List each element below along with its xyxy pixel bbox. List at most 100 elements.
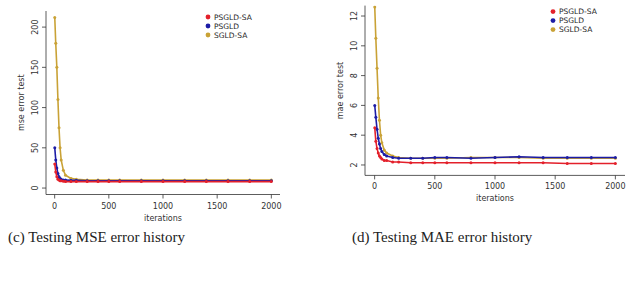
point — [162, 179, 165, 182]
y-tick — [361, 164, 365, 165]
x-tick-label: 0 — [372, 182, 377, 191]
point — [97, 179, 100, 182]
point — [86, 180, 89, 183]
point — [97, 180, 100, 183]
point — [183, 180, 186, 183]
point — [248, 180, 251, 183]
point — [380, 150, 383, 153]
x-tick-label: 500 — [101, 202, 116, 211]
x-tick — [108, 195, 109, 199]
point — [542, 161, 545, 164]
figure: 0500100015002000050100150200iterationsms… — [0, 0, 640, 283]
x-tick-label: 500 — [427, 182, 442, 191]
legend-label: SGLD-SA — [214, 31, 248, 40]
legend-label: PSGLD-SA — [559, 7, 598, 16]
point — [140, 180, 143, 183]
legend-swatch — [551, 27, 556, 32]
point — [391, 156, 394, 159]
point — [107, 180, 110, 183]
point — [445, 157, 448, 160]
caption: (d) Testing MAE error history — [352, 226, 582, 248]
series-line — [55, 17, 272, 180]
x-axis-title: iterations — [476, 194, 514, 203]
x-tick-label: 1000 — [485, 182, 505, 191]
point — [248, 179, 251, 182]
point — [227, 179, 230, 182]
x-tick — [271, 195, 272, 199]
y-tick — [361, 135, 365, 136]
y-tick-label: 100 — [31, 100, 40, 115]
y-tick-label: 6 — [350, 103, 359, 108]
point — [518, 155, 521, 158]
point — [56, 98, 59, 101]
point — [53, 16, 56, 19]
point — [566, 156, 569, 159]
point — [379, 147, 382, 150]
point — [379, 134, 382, 137]
point — [54, 158, 57, 161]
point — [409, 161, 412, 164]
point — [118, 179, 121, 182]
x-tick — [495, 175, 496, 179]
point — [445, 156, 448, 159]
x-tick-label: 2000 — [261, 202, 281, 211]
point — [409, 157, 412, 160]
plot-area — [53, 16, 273, 183]
legend-swatch — [206, 33, 211, 38]
point — [385, 155, 388, 158]
point — [391, 160, 394, 163]
point — [75, 180, 78, 183]
legend-swatch — [551, 9, 556, 14]
x-tick — [615, 175, 616, 179]
y-tick — [361, 75, 365, 76]
series-line — [55, 164, 272, 182]
x-tick — [54, 195, 55, 199]
point — [614, 156, 617, 159]
y-tick — [361, 105, 365, 106]
legend: PSGLD-SAPSGLDSGLD-SA — [206, 13, 253, 40]
x-axis-title: iterations — [144, 214, 182, 223]
point — [54, 170, 57, 173]
x-tick-label: 1500 — [545, 182, 565, 191]
point — [140, 179, 143, 182]
point — [566, 162, 569, 165]
point — [378, 143, 381, 146]
point — [374, 37, 377, 40]
point — [590, 156, 593, 159]
y-tick — [361, 45, 365, 46]
x-tick-label: 0 — [52, 202, 57, 211]
point — [421, 157, 424, 160]
series-line — [375, 105, 616, 158]
point — [55, 66, 58, 69]
point — [118, 180, 121, 183]
point — [494, 156, 497, 159]
point — [433, 161, 436, 164]
point — [60, 158, 63, 161]
point — [162, 180, 165, 183]
point — [433, 156, 436, 159]
point — [518, 161, 521, 164]
series-line — [55, 148, 272, 181]
y-axis-title: mse error test — [17, 74, 26, 131]
point — [469, 157, 472, 160]
plot-area — [373, 6, 617, 165]
point — [542, 156, 545, 159]
point — [377, 96, 380, 99]
point — [397, 157, 400, 160]
point — [53, 162, 56, 165]
point — [373, 6, 376, 9]
point — [614, 157, 617, 160]
point — [205, 180, 208, 183]
point — [614, 162, 617, 165]
y-tick-label: 0 — [31, 186, 40, 191]
point — [433, 157, 436, 160]
point — [566, 157, 569, 160]
point — [107, 179, 110, 182]
y-tick — [361, 16, 365, 17]
point — [397, 156, 400, 159]
x-tick — [217, 195, 218, 199]
point — [518, 156, 521, 159]
point — [445, 161, 448, 164]
point — [385, 159, 388, 162]
point — [421, 161, 424, 164]
